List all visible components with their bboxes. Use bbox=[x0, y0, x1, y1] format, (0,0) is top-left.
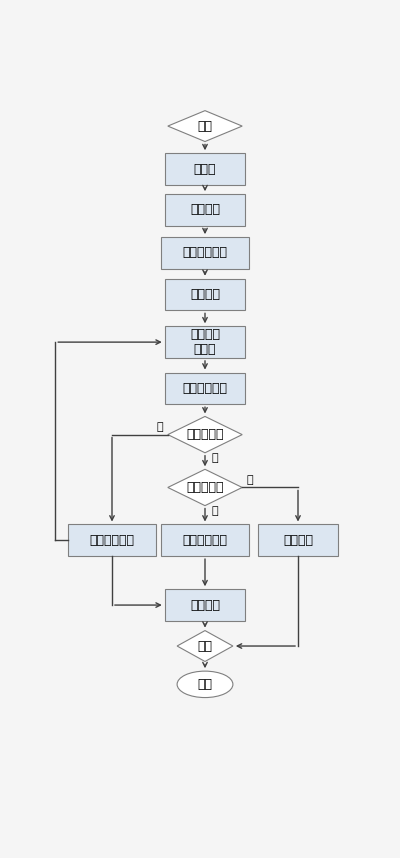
FancyBboxPatch shape bbox=[165, 326, 245, 358]
Polygon shape bbox=[168, 111, 242, 142]
FancyBboxPatch shape bbox=[258, 524, 338, 556]
Text: 否: 否 bbox=[212, 506, 218, 516]
FancyBboxPatch shape bbox=[68, 524, 156, 556]
FancyBboxPatch shape bbox=[165, 154, 245, 184]
Text: 开始: 开始 bbox=[198, 119, 212, 133]
Text: 输出开路电压: 输出开路电压 bbox=[182, 246, 228, 259]
Text: 结束: 结束 bbox=[198, 678, 212, 691]
FancyBboxPatch shape bbox=[161, 237, 249, 269]
FancyBboxPatch shape bbox=[165, 372, 245, 404]
Text: 闭合输出: 闭合输出 bbox=[190, 599, 220, 612]
Text: 初始化: 初始化 bbox=[194, 162, 216, 176]
Text: 输出开路电压: 输出开路电压 bbox=[90, 534, 134, 547]
Text: 闭合输出: 闭合输出 bbox=[190, 288, 220, 301]
FancyBboxPatch shape bbox=[165, 194, 245, 226]
FancyBboxPatch shape bbox=[165, 589, 245, 621]
Text: 是: 是 bbox=[157, 421, 163, 432]
Text: 检测主输
出电压: 检测主输 出电压 bbox=[190, 328, 220, 356]
Text: 电池充满？: 电池充满？ bbox=[186, 481, 224, 494]
Polygon shape bbox=[168, 469, 242, 505]
Polygon shape bbox=[177, 631, 233, 662]
Polygon shape bbox=[168, 416, 242, 453]
FancyBboxPatch shape bbox=[161, 524, 249, 556]
Text: 电池断开？: 电池断开？ bbox=[186, 428, 224, 441]
FancyBboxPatch shape bbox=[165, 279, 245, 311]
Text: 返回: 返回 bbox=[198, 639, 212, 653]
Text: 是: 是 bbox=[247, 474, 253, 485]
Ellipse shape bbox=[177, 671, 233, 698]
Text: 检测充电状态: 检测充电状态 bbox=[182, 382, 228, 395]
Text: 否: 否 bbox=[212, 453, 218, 463]
Text: 输出充电电压: 输出充电电压 bbox=[182, 534, 228, 547]
Text: 断开输出: 断开输出 bbox=[190, 203, 220, 216]
Text: 断开输出: 断开输出 bbox=[283, 534, 313, 547]
